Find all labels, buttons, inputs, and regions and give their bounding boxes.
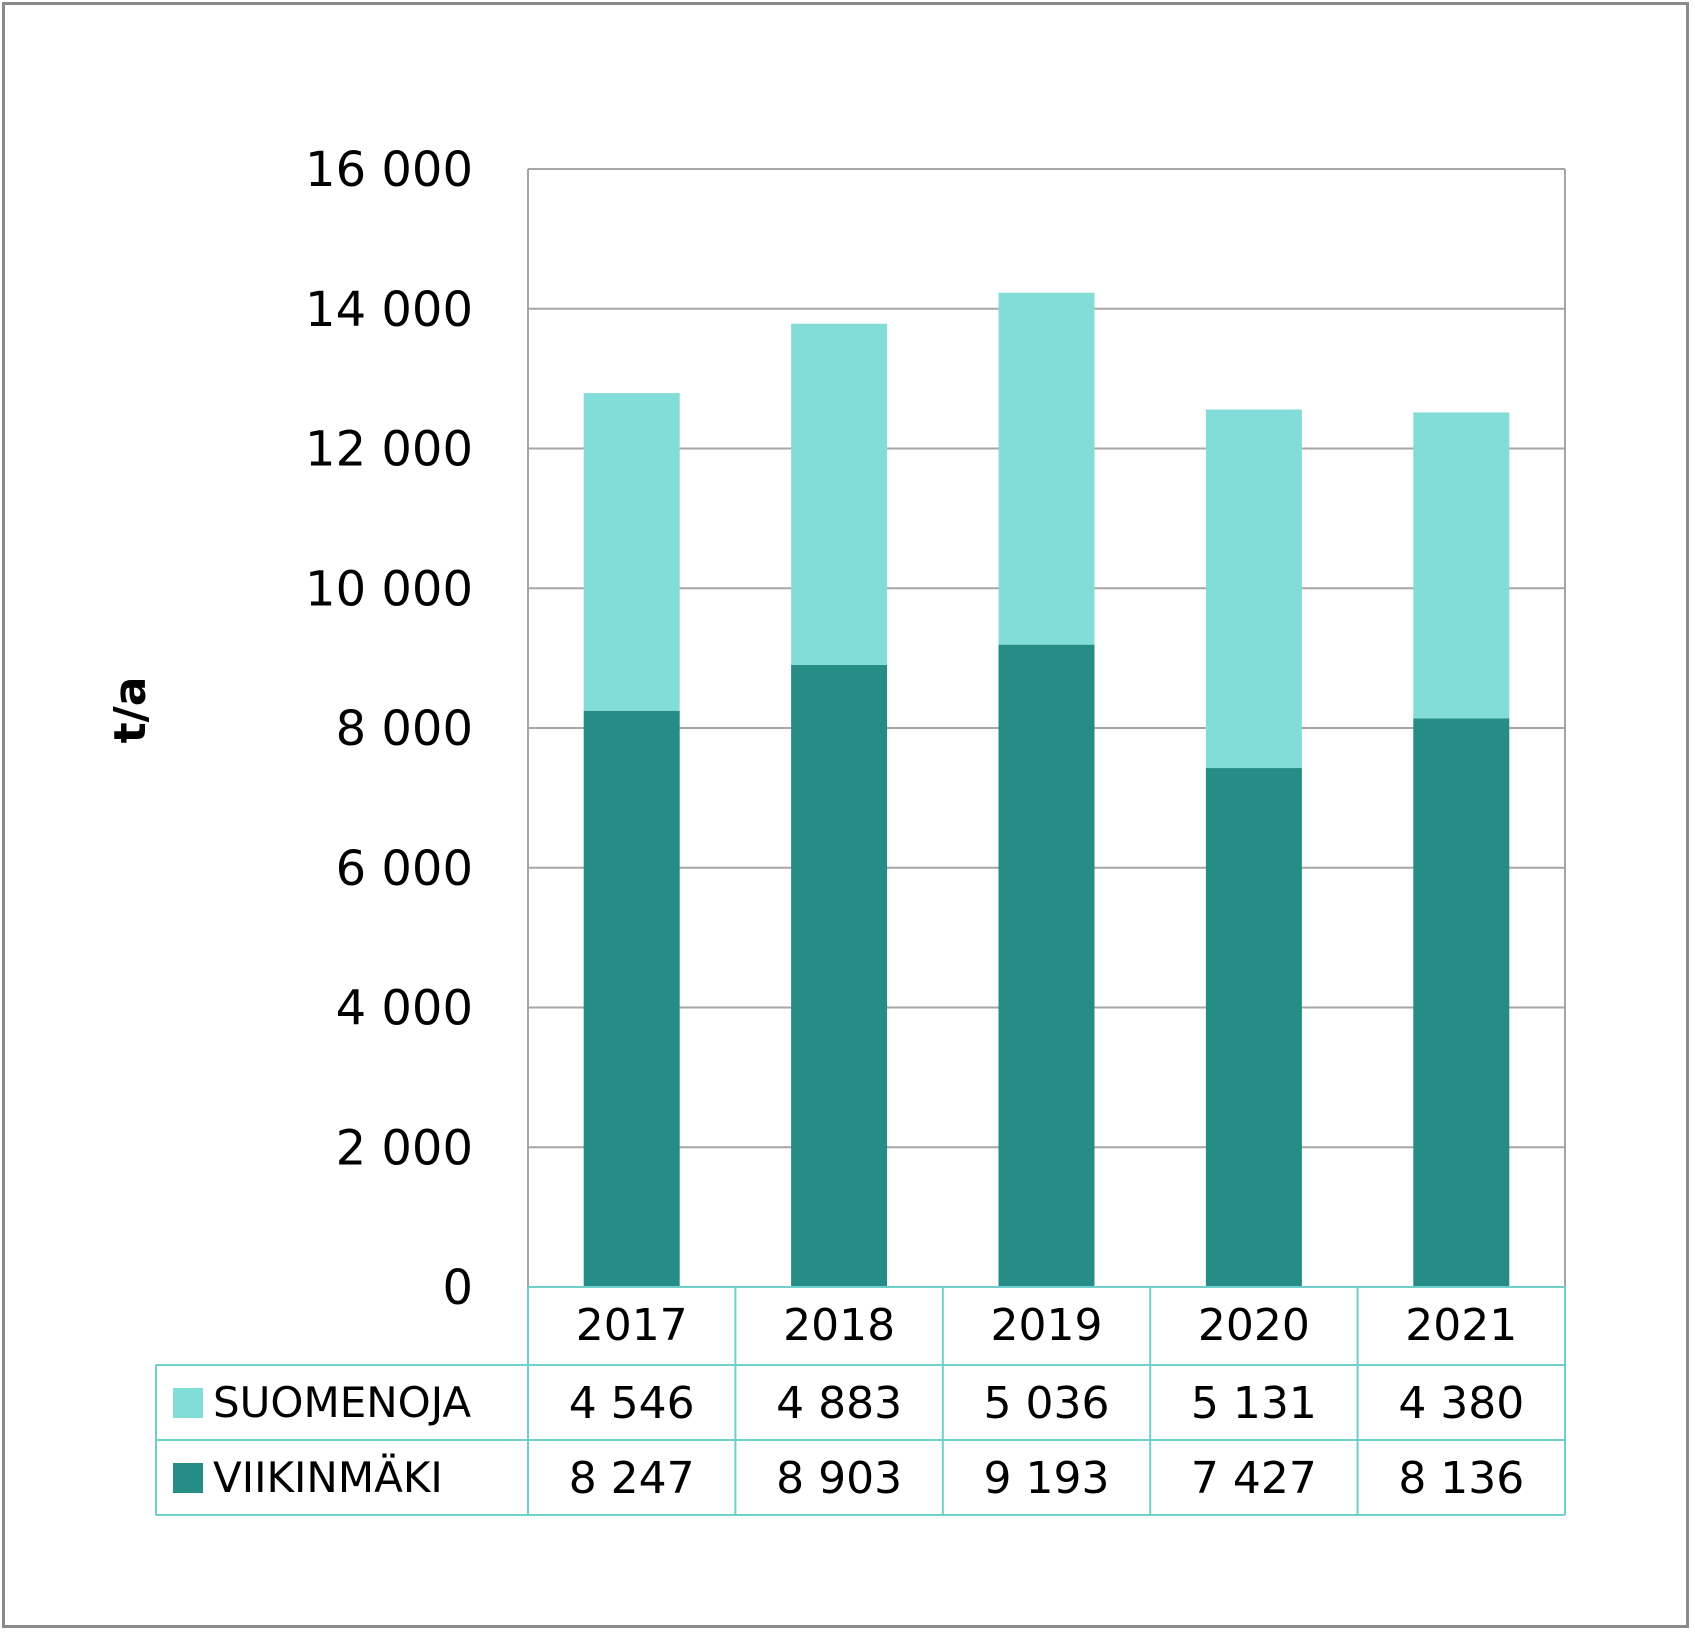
legend-swatch <box>173 1388 203 1418</box>
bar-viikinm-ki-2021 <box>1413 718 1510 1287</box>
category-label: 2021 <box>1405 1300 1517 1351</box>
bar-viikinm-ki-2020 <box>1205 768 1302 1287</box>
y-tick-label: 0 <box>442 1260 473 1316</box>
bar-viikinm-ki-2018 <box>791 664 888 1287</box>
y-tick-labels: 0 2 000 4 000 6 000 8 000 10 000 12 000 14 000 1… <box>305 142 473 1316</box>
table-value: 8 136 <box>1398 1453 1524 1504</box>
y-tick-label: 12 000 <box>305 422 473 478</box>
table-value: 5 036 <box>984 1378 1110 1429</box>
y-tick-label: 10 000 <box>305 561 473 617</box>
table-value: 8 247 <box>569 1453 695 1504</box>
category-label: 2017 <box>576 1300 688 1351</box>
y-axis-label: t/a <box>105 677 156 744</box>
bar-viikinm-ki-2019 <box>998 644 1095 1287</box>
y-tick-label: 4 000 <box>336 981 473 1037</box>
legend-label: SUOMENOJA <box>213 1378 471 1427</box>
table-value: 7 427 <box>1191 1453 1317 1504</box>
bar-viikinm-ki-2017 <box>583 710 680 1287</box>
table-value: 9 193 <box>984 1453 1110 1504</box>
table-value: 4 380 <box>1398 1378 1524 1429</box>
y-tick-label: 14 000 <box>305 282 473 338</box>
bars <box>583 292 1510 1287</box>
bar-suomenoja-2019 <box>998 292 1095 645</box>
data-table: 2017 2018 2019 2020 2021 SUOMENOJA 4 546 4 883 5… <box>155 1286 1566 1516</box>
table-value: 4 546 <box>569 1378 695 1429</box>
legend-label: VIIKINMÄKI <box>213 1452 443 1502</box>
y-tick-label: 16 000 <box>305 142 473 198</box>
bar-suomenoja-2017 <box>583 393 680 711</box>
y-tick-label: 2 000 <box>336 1120 473 1176</box>
table-value: 4 883 <box>776 1378 902 1429</box>
legend-swatch <box>173 1463 203 1493</box>
y-tick-label: 8 000 <box>336 701 473 757</box>
table-value: 8 903 <box>776 1453 902 1504</box>
category-label: 2020 <box>1198 1300 1310 1351</box>
gridlines <box>527 168 1566 1287</box>
y-tick-label: 6 000 <box>336 841 473 897</box>
bar-suomenoja-2021 <box>1413 412 1510 719</box>
category-label: 2019 <box>991 1300 1103 1351</box>
bar-suomenoja-2018 <box>791 323 888 665</box>
bar-suomenoja-2020 <box>1205 409 1302 769</box>
table-value: 5 131 <box>1191 1378 1317 1429</box>
category-label: 2018 <box>783 1300 895 1351</box>
